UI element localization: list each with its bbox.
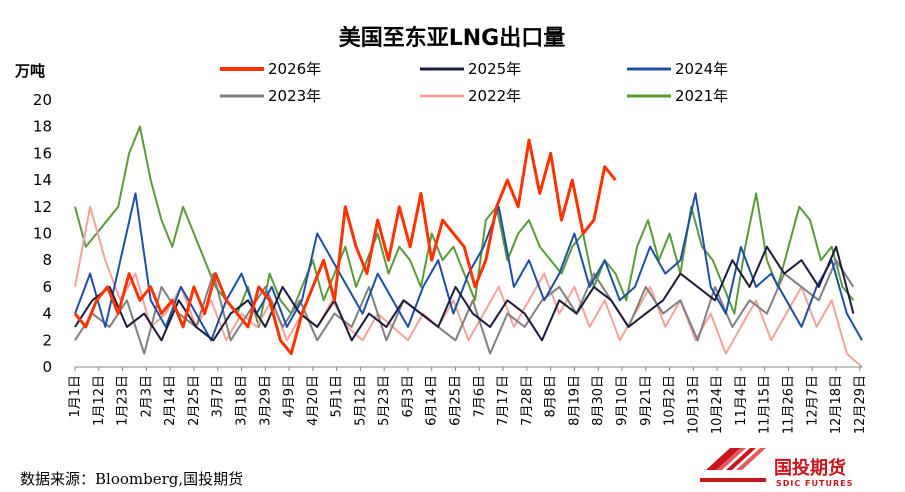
x-tick-label: 8月30日 bbox=[591, 375, 606, 426]
y-tick-label: 8 bbox=[42, 251, 52, 269]
y-tick-label: 6 bbox=[42, 278, 52, 296]
y-axis: 0 2 4 6 8 10 12 14 16 18 20 bbox=[33, 91, 52, 376]
y-tick-label: 16 bbox=[33, 144, 52, 162]
x-tick-label: 7月6日 bbox=[472, 375, 487, 418]
legend: 2026年 2025年 2024年 2023年 2022年 2021年 bbox=[220, 60, 728, 105]
x-tick-label: 1月23日 bbox=[116, 375, 131, 426]
x-tick-label: 12月18日 bbox=[829, 375, 844, 434]
logo-name: 国投期货 bbox=[774, 457, 846, 479]
series-line-2021年 bbox=[74, 125, 855, 328]
y-tick-label: 12 bbox=[33, 198, 52, 216]
x-tick-label: 2月14日 bbox=[163, 375, 178, 426]
x-tick-label: 11月26日 bbox=[781, 375, 796, 434]
plot-area bbox=[73, 125, 863, 368]
x-tick-label: 6月14日 bbox=[425, 375, 440, 426]
y-tick-label: 20 bbox=[33, 91, 52, 109]
series-line-2026年 bbox=[73, 138, 617, 356]
x-tick-label: 6月3日 bbox=[401, 375, 416, 418]
x-tick-label: 2月3日 bbox=[139, 375, 154, 418]
x-tick-label: 3月18日 bbox=[234, 375, 249, 426]
x-tick-label: 5月12日 bbox=[353, 375, 368, 426]
y-tick-label: 14 bbox=[33, 171, 52, 189]
x-tick-label: 10月24日 bbox=[710, 375, 725, 434]
y-tick-label: 18 bbox=[33, 118, 52, 136]
series-line-2025年 bbox=[74, 245, 855, 342]
source-note: 数据来源：Bloomberg,国投期货 bbox=[20, 470, 243, 488]
x-tick-label: 4月20日 bbox=[306, 375, 321, 426]
x-tick-label: 8月19日 bbox=[567, 375, 582, 426]
x-tick-label: 3月29日 bbox=[258, 375, 273, 426]
legend-label: 2023年 bbox=[268, 87, 321, 105]
x-tick-label: 1月1日 bbox=[68, 375, 83, 418]
x-tick-label: 12月7日 bbox=[805, 375, 820, 426]
x-tick-label: 10月2日 bbox=[663, 375, 678, 426]
legend-label: 2022年 bbox=[468, 87, 521, 105]
y-tick-label: 2 bbox=[42, 331, 52, 349]
x-tick-label: 12月29日 bbox=[853, 375, 868, 434]
y-tick-label: 10 bbox=[33, 225, 52, 243]
x-tick-label: 5月23日 bbox=[377, 375, 392, 426]
x-tick-label: 1月12日 bbox=[92, 375, 107, 426]
x-tick-label: 6月25日 bbox=[449, 375, 464, 426]
x-tick-label: 3月7日 bbox=[211, 375, 226, 418]
series-line-2024年 bbox=[74, 192, 863, 342]
x-tick-label: 11月15日 bbox=[758, 375, 773, 434]
legend-label: 2025年 bbox=[468, 60, 521, 78]
y-axis-label: 万吨 bbox=[14, 62, 45, 80]
series-line-2023年 bbox=[74, 259, 855, 355]
x-tick-label: 5月1日 bbox=[330, 375, 345, 418]
x-tick-label: 7月17日 bbox=[496, 375, 511, 426]
sdic-logo: 国投期货 SDIC FUTURES bbox=[700, 448, 853, 488]
legend-label: 2024年 bbox=[675, 60, 728, 78]
legend-label: 2021年 bbox=[675, 87, 728, 105]
x-tick-label: 8月8日 bbox=[544, 375, 559, 418]
x-tick-label: 11月4日 bbox=[734, 375, 749, 426]
x-tick-label: 10月13日 bbox=[686, 375, 701, 434]
x-tick-label: 9月21日 bbox=[639, 375, 654, 426]
x-tick-label: 4月9日 bbox=[282, 375, 297, 418]
x-tick-label: 9月10日 bbox=[615, 375, 630, 426]
x-tick-label: 7月28日 bbox=[520, 375, 535, 426]
legend-label: 2026年 bbox=[268, 60, 321, 78]
x-axis: 1月1日 1月12日 1月23日 2月3日 2月14日 2月25日 3月7日 3月18日 3月2… bbox=[68, 367, 868, 434]
logo-icon bbox=[700, 448, 766, 482]
y-tick-label: 4 bbox=[42, 305, 52, 323]
y-tick-label: 0 bbox=[42, 358, 52, 376]
logo-sub: SDIC FUTURES bbox=[776, 479, 853, 488]
chart-title: 美国至东亚LNG出口量 bbox=[339, 25, 566, 51]
x-tick-label: 2月25日 bbox=[187, 375, 202, 426]
